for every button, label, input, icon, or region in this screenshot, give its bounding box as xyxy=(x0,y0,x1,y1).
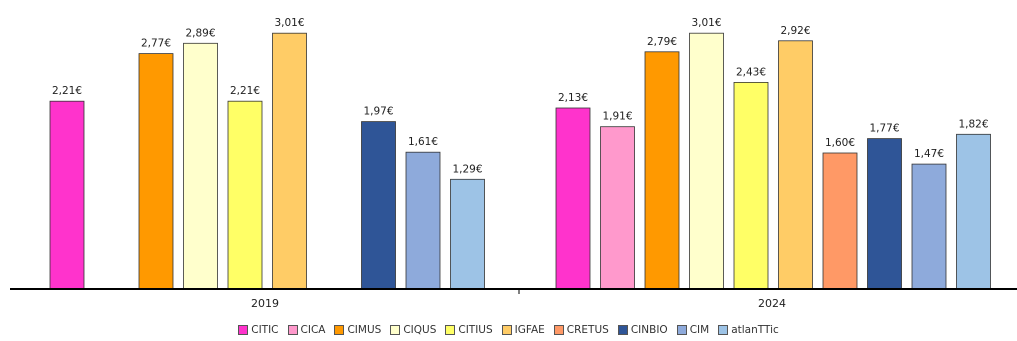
bar-2024-citic xyxy=(555,107,591,290)
bar-value-label: 1,77€ xyxy=(869,123,899,135)
legend-item-citius: CITIUS xyxy=(445,324,493,336)
bar-value-label: 3,01€ xyxy=(691,17,721,29)
bar-2024-igfae xyxy=(778,40,813,290)
category-labels-group: 2019 2024 xyxy=(251,297,786,310)
bar-2024-atlanttic xyxy=(956,133,991,290)
bar-value-label: 1,47€ xyxy=(914,148,944,160)
bar-value-label: 1,91€ xyxy=(602,111,632,123)
legend-item-ciqus: CIQUS xyxy=(390,324,436,336)
legend: CITIC CICA CIMUS CIQUS CITIUS IGFAE CRETUS CINB… xyxy=(0,322,1017,338)
legend-item-atlanttic: atlanTTic xyxy=(718,324,779,336)
legend-swatch xyxy=(287,325,298,335)
bar-value-label: 2,21€ xyxy=(52,85,82,97)
bars-group xyxy=(49,32,991,290)
legend-label: CIM xyxy=(689,324,710,336)
bar-2024-cretus xyxy=(822,152,858,290)
bar-value-label: 3,01€ xyxy=(274,17,304,29)
bar-2024-cim xyxy=(911,163,947,290)
bar-value-label: 2,21€ xyxy=(230,85,260,97)
legend-swatch xyxy=(238,325,249,335)
legend-item-cretus: CRETUS xyxy=(553,324,609,336)
legend-label: CITIC xyxy=(251,324,279,336)
bar-value-label: 2,13€ xyxy=(558,92,588,104)
legend-label: IGFAE xyxy=(514,324,545,336)
legend-item-citic: CITIC xyxy=(238,324,279,336)
bar-2019-cim xyxy=(405,151,441,290)
bar-value-label: 1,82€ xyxy=(958,118,988,130)
bar-2019-citic xyxy=(49,100,85,290)
bar-value-label: 2,92€ xyxy=(780,25,810,37)
legend-item-cica: CICA xyxy=(287,324,326,336)
legend-label: atlanTTic xyxy=(731,324,779,336)
legend-label: CINBIO xyxy=(630,324,668,336)
bar-value-label: 1,97€ xyxy=(363,106,393,118)
bar-2019-igfae xyxy=(272,32,307,290)
legend-label: CIQUS xyxy=(403,324,437,336)
legend-item-cinbio: CINBIO xyxy=(617,324,668,336)
legend-item-cim: CIM xyxy=(676,324,710,336)
bar-2024-cimus xyxy=(644,51,680,290)
bar-2019-atlanttic xyxy=(450,178,485,290)
legend-item-cimus: CIMUS xyxy=(334,324,381,336)
legend-item-igfae: IGFAE xyxy=(501,324,545,336)
bar-value-label: 2,89€ xyxy=(185,27,215,39)
bar-2019-ciqus xyxy=(183,42,218,290)
bar-2019-cinbio xyxy=(361,121,396,290)
legend-swatch xyxy=(501,325,512,335)
legend-swatch xyxy=(617,325,628,335)
bar-value-label: 2,79€ xyxy=(647,36,677,48)
bar-value-label: 2,43€ xyxy=(736,66,766,78)
legend-label: CIMUS xyxy=(347,324,382,336)
bar-2019-cimus xyxy=(138,53,174,290)
legend-swatch xyxy=(718,325,729,335)
bar-2024-cica xyxy=(600,126,635,290)
bar-value-label: 1,60€ xyxy=(825,137,855,149)
category-label-2019: 2019 xyxy=(251,297,279,310)
legend-label: CICA xyxy=(300,324,326,336)
legend-swatch xyxy=(390,325,401,335)
legend-swatch xyxy=(334,325,345,335)
bar-2024-citius xyxy=(733,82,769,290)
legend-label: CITIUS xyxy=(458,324,493,336)
legend-swatch xyxy=(676,325,687,335)
bar-2019-citius xyxy=(227,100,263,290)
bar-labels-group: 2,21€ 2,77€ 2,89€ 2,21€ 3,01€ 1,97€ 1,61€ 1,29€… xyxy=(52,17,989,175)
legend-swatch xyxy=(445,325,456,335)
bar-value-label: 1,61€ xyxy=(408,136,438,148)
bar-value-label: 1,29€ xyxy=(452,163,482,175)
bar-2024-ciqus xyxy=(689,32,724,290)
category-label-2024: 2024 xyxy=(758,297,786,310)
bar-2024-cinbio xyxy=(867,138,902,290)
bar-value-label: 2,77€ xyxy=(141,38,171,50)
legend-swatch xyxy=(553,325,564,335)
legend-label: CRETUS xyxy=(566,324,609,336)
